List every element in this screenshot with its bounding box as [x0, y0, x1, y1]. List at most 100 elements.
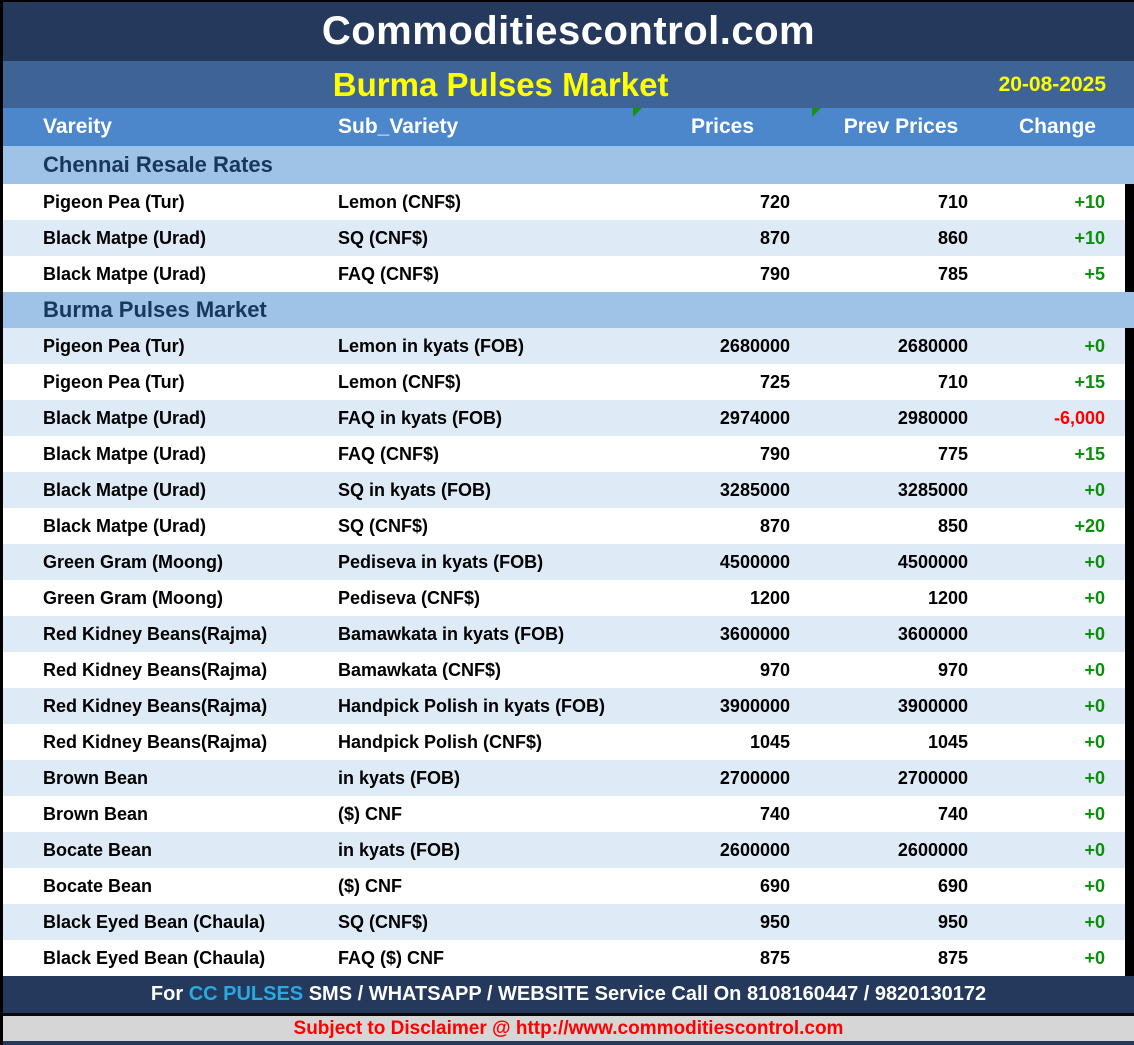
divider [3, 1013, 1134, 1016]
variety-cell: Red Kidney Beans(Rajma) [3, 652, 330, 688]
bottom-strip [3, 1041, 1134, 1045]
row-right-filler [1125, 832, 1134, 868]
row-right-filler [1125, 616, 1134, 652]
prev-price-cell: 740 [812, 796, 990, 832]
report-date: 20-08-2025 [998, 72, 1106, 96]
column-header-variety: Vareity [43, 115, 112, 138]
prev-price-cell: 785 [812, 256, 990, 292]
table-row: Pigeon Pea (Tur) Lemon (CNF$) 725 710 +1… [3, 364, 1134, 400]
row-right-filler [1125, 652, 1134, 688]
variety-cell: Brown Bean [3, 796, 330, 832]
sub-variety-cell: Handpick Polish (CNF$) [330, 724, 633, 760]
table-row: Red Kidney Beans(Rajma) Bamawkata in kya… [3, 616, 1134, 652]
row-right-filler [1125, 220, 1134, 256]
prev-price-cell: 2680000 [812, 328, 990, 364]
prev-price-cell: 860 [812, 220, 990, 256]
change-cell: +10 [990, 184, 1125, 220]
row-right-filler [1125, 436, 1134, 472]
sub-variety-cell: in kyats (FOB) [330, 760, 633, 796]
price-cell: 3900000 [633, 688, 812, 724]
table-row: Brown Bean ($) CNF 740 740 +0 [3, 796, 1134, 832]
row-right-filler [1125, 544, 1134, 580]
prev-price-cell: 875 [812, 940, 990, 976]
price-cell: 2680000 [633, 328, 812, 364]
change-cell: +0 [990, 724, 1125, 760]
row-right-filler [1125, 184, 1134, 220]
service-prefix: For [150, 983, 189, 1005]
disclaimer-link[interactable]: http://www.commoditiescontrol.com [515, 1017, 844, 1039]
prev-price-cell: 710 [812, 184, 990, 220]
variety-cell: Green Gram (Moong) [3, 544, 330, 580]
row-right-filler [1125, 904, 1134, 940]
price-cell: 950 [633, 904, 812, 940]
sub-variety-cell: Lemon in kyats (FOB) [330, 328, 633, 364]
row-right-filler [1125, 364, 1134, 400]
cc-pulses-brand: CC PULSES [188, 983, 304, 1005]
price-cell: 870 [633, 508, 812, 544]
price-cell: 870 [633, 220, 812, 256]
variety-cell: Pigeon Pea (Tur) [3, 364, 330, 400]
sub-variety-cell: SQ (CNF$) [330, 508, 633, 544]
table-row: Black Matpe (Urad) SQ (CNF$) 870 850 +20 [3, 508, 1134, 544]
table-row: Red Kidney Beans(Rajma) Handpick Polish … [3, 724, 1134, 760]
sub-variety-cell: Bamawkata (CNF$) [330, 652, 633, 688]
sub-variety-cell: Pediseva (CNF$) [330, 580, 633, 616]
row-right-filler [1125, 328, 1134, 364]
change-cell: +0 [990, 652, 1125, 688]
column-header-change: Change [1018, 115, 1096, 138]
report-title-bar: Burma Pulses Market 20-08-2025 [3, 61, 1134, 108]
prev-price-cell: 1200 [812, 580, 990, 616]
change-cell: +0 [990, 544, 1125, 580]
price-cell: 720 [633, 184, 812, 220]
variety-cell: Black Eyed Bean (Chaula) [3, 940, 330, 976]
change-cell: +0 [990, 832, 1125, 868]
table-row: Black Matpe (Urad) SQ in kyats (FOB) 328… [3, 472, 1134, 508]
sub-variety-cell: Bamawkata in kyats (FOB) [330, 616, 633, 652]
change-cell: +0 [990, 940, 1125, 976]
prev-price-cell: 2700000 [812, 760, 990, 796]
sub-variety-cell: ($) CNF [330, 868, 633, 904]
cell-flag-triangle-icon [812, 108, 821, 117]
column-header-sub-variety: Sub_Variety [338, 115, 459, 138]
section-title: Chennai Resale Rates [3, 146, 1134, 184]
prev-price-cell: 2980000 [812, 400, 990, 436]
table-row: Red Kidney Beans(Rajma) Handpick Polish … [3, 688, 1134, 724]
prev-price-cell: 690 [812, 868, 990, 904]
section-title: Burma Pulses Market [3, 292, 1134, 328]
price-cell: 690 [633, 868, 812, 904]
report-title: Burma Pulses Market [332, 65, 669, 103]
column-header-row: Vareity Sub_Variety Prices Prev Prices C… [3, 108, 1134, 146]
service-text: SMS / WHATSAPP / WEBSITE Service Call On… [303, 983, 987, 1005]
sub-variety-cell: in kyats (FOB) [330, 832, 633, 868]
column-header-prev-prices: Prev Prices [812, 108, 990, 146]
sub-variety-cell: SQ (CNF$) [330, 220, 633, 256]
change-cell: +5 [990, 256, 1125, 292]
variety-cell: Green Gram (Moong) [3, 580, 330, 616]
table-row: Black Eyed Bean (Chaula) FAQ ($) CNF 875… [3, 940, 1134, 976]
table-row: Red Kidney Beans(Rajma) Bamawkata (CNF$)… [3, 652, 1134, 688]
table-row: Black Eyed Bean (Chaula) SQ (CNF$) 950 9… [3, 904, 1134, 940]
change-cell: +15 [990, 436, 1125, 472]
table-row: Brown Bean in kyats (FOB) 2700000 270000… [3, 760, 1134, 796]
variety-cell: Black Matpe (Urad) [3, 472, 330, 508]
change-cell: +0 [990, 796, 1125, 832]
price-cell: 3600000 [633, 616, 812, 652]
price-cell: 725 [633, 364, 812, 400]
sub-variety-cell: FAQ in kyats (FOB) [330, 400, 633, 436]
table-row: Bocate Bean in kyats (FOB) 2600000 26000… [3, 832, 1134, 868]
change-cell: +0 [990, 328, 1125, 364]
row-right-filler [1125, 580, 1134, 616]
prev-price-cell: 3600000 [812, 616, 990, 652]
service-footer-bar: For CC PULSES SMS / WHATSAPP / WEBSITE S… [3, 976, 1134, 1013]
prev-price-cell: 710 [812, 364, 990, 400]
variety-cell: Black Matpe (Urad) [3, 220, 330, 256]
sub-variety-cell: Handpick Polish in kyats (FOB) [330, 688, 633, 724]
table-row: Black Matpe (Urad) FAQ (CNF$) 790 775 +1… [3, 436, 1134, 472]
row-right-filler [1125, 868, 1134, 904]
variety-cell: Black Eyed Bean (Chaula) [3, 904, 330, 940]
variety-cell: Red Kidney Beans(Rajma) [3, 724, 330, 760]
sub-variety-cell: FAQ (CNF$) [330, 436, 633, 472]
variety-cell: Red Kidney Beans(Rajma) [3, 688, 330, 724]
cell-flag-triangle-icon [633, 108, 642, 117]
